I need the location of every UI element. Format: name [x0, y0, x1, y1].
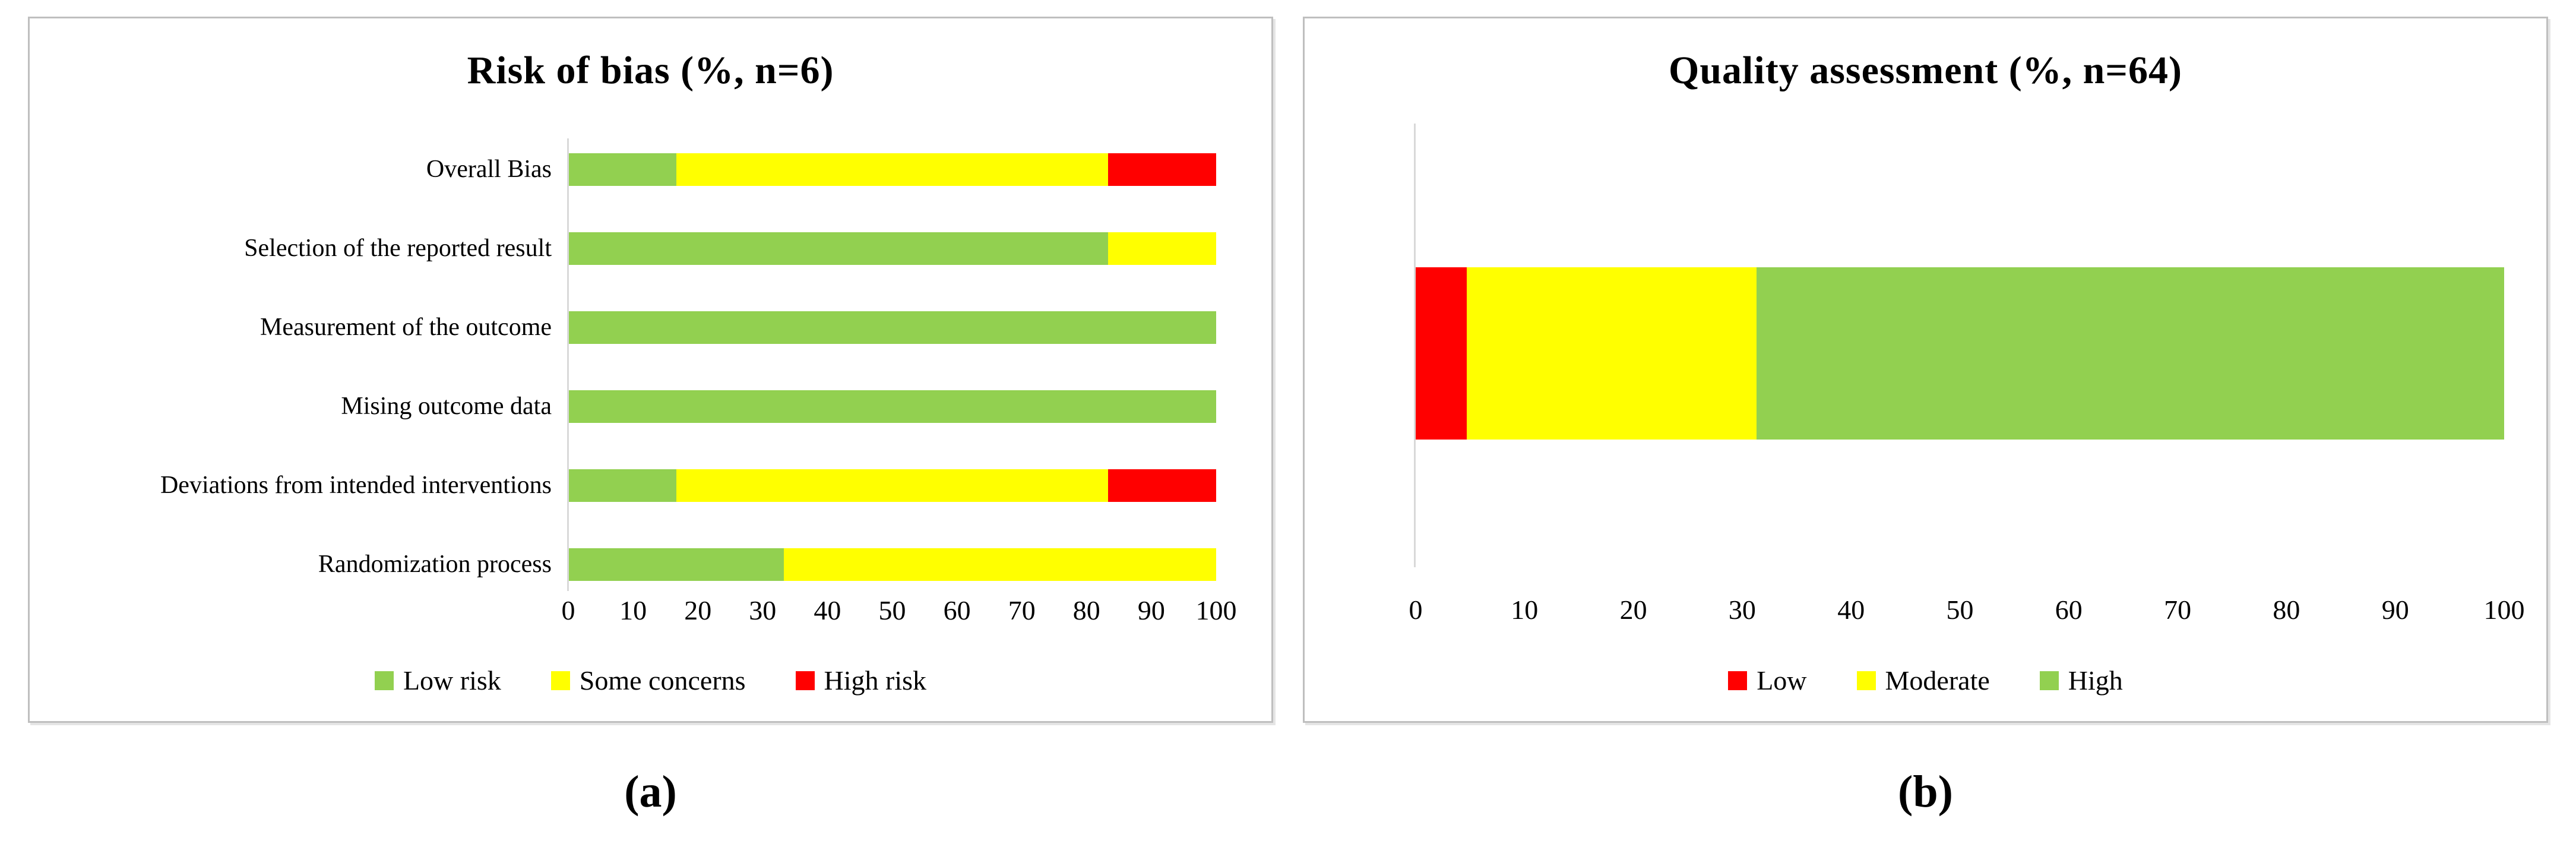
- chart-a-segment-some-concerns: [784, 548, 1216, 581]
- chart-b-tick-60: 60: [2055, 595, 2083, 625]
- chart-a-tick-10: 10: [619, 595, 647, 625]
- chart-b-legend: Low Moderate High: [1305, 665, 2546, 696]
- chart-b-segment-moderate: [1467, 267, 1757, 440]
- chart-a-row: Overall Bias: [30, 130, 1271, 209]
- chart-b-legend-item-high: High: [2039, 665, 2123, 696]
- chart-b-tick-80: 80: [2273, 595, 2300, 625]
- chart-a-legend-swatch-icon: [374, 671, 394, 690]
- chart-b-title: Quality assessment (%, n=64): [1669, 49, 2182, 92]
- chart-a-bar-track: [568, 390, 1216, 423]
- chart-b-segment-low: [1416, 267, 1467, 440]
- chart-a-category-label: Selection of the reported result: [244, 235, 552, 263]
- chart-a-segment-some-concerns: [676, 469, 1108, 502]
- chart-a-bar-track: [568, 311, 1216, 344]
- chart-a-row: Randomization process: [30, 525, 1271, 604]
- chart-a-legend-item-some-concerns: Some concerns: [550, 665, 746, 696]
- chart-a-segment-some-concerns: [1107, 232, 1216, 265]
- chart-a-row: Selection of the reported result: [30, 209, 1271, 288]
- chart-panel-risk-of-bias: Risk of bias (%, n=6) Overall Bias Select…: [28, 17, 1273, 723]
- chart-a-category-label: Randomization process: [318, 551, 552, 579]
- chart-a-tick-0: 0: [561, 595, 575, 625]
- caption-a: (a): [624, 767, 677, 817]
- chart-a-category-label: Deviations from intended interventions: [160, 472, 552, 500]
- chart-a-legend-label: High risk: [824, 665, 927, 696]
- chart-b-tick-100: 100: [2483, 595, 2525, 625]
- chart-b-legend-label: Low: [1757, 665, 1807, 696]
- chart-a-category-label: Overall Bias: [426, 156, 552, 184]
- chart-a-segment-low-risk: [568, 469, 677, 502]
- chart-a-segment-low-risk: [568, 153, 677, 186]
- chart-a-row: Deviations from intended interventions: [30, 446, 1271, 525]
- chart-a-y-axis-line: [567, 138, 569, 591]
- chart-a-category-label: Measurement of the outcome: [260, 314, 552, 342]
- chart-b-legend-label: High: [2068, 665, 2123, 696]
- chart-a-tick-40: 40: [814, 595, 841, 625]
- chart-a-tick-90: 90: [1137, 595, 1165, 625]
- chart-a-bar-track: [568, 153, 1216, 186]
- chart-b-plot-area: 0 10 20 30 40 50 60 70 80 90 100: [1305, 124, 2546, 646]
- chart-b-y-axis-line: [1414, 124, 1416, 567]
- chart-b-legend-swatch-icon: [1728, 671, 1748, 690]
- chart-a-legend-label: Some concerns: [579, 665, 746, 696]
- chart-a-legend-item-high-risk: High risk: [795, 665, 927, 696]
- chart-b-tick-30: 30: [1728, 595, 1756, 625]
- chart-b-legend-swatch-icon: [1856, 671, 1876, 690]
- chart-a-legend-swatch-icon: [795, 671, 815, 690]
- chart-b-tick-50: 50: [1946, 595, 1974, 625]
- chart-b-x-axis-ticks: 0 10 20 30 40 50 60 70 80 90 100: [1409, 594, 2525, 636]
- chart-a-bar-track: [568, 469, 1216, 502]
- chart-a-legend-label: Low risk: [403, 665, 501, 696]
- chart-a-x-axis-ticks: 0 10 20 30 40 50 60 70 80 90 100: [562, 595, 1237, 636]
- chart-a-row: Measurement of the outcome: [30, 288, 1271, 367]
- chart-a-tick-70: 70: [1008, 595, 1036, 625]
- chart-a-legend: Low risk Some concerns High risk: [30, 665, 1271, 696]
- chart-b-legend-item-moderate: Moderate: [1856, 665, 1990, 696]
- chart-panel-quality-assessment: Quality assessment (%, n=64) 0 10 20 30 40 50…: [1303, 17, 2548, 723]
- chart-b-tick-0: 0: [1409, 595, 1423, 625]
- chart-a-bar-track: [568, 232, 1216, 265]
- chart-a-tick-30: 30: [749, 595, 777, 625]
- chart-b-bar: [1416, 267, 2504, 440]
- chart-a-tick-50: 50: [878, 595, 906, 625]
- chart-a-bars: Overall Bias Selection of the reported re…: [30, 130, 1271, 604]
- chart-a-segment-high-risk: [1107, 153, 1216, 186]
- chart-b-tick-40: 40: [1837, 595, 1865, 625]
- chart-b-segment-high: [1756, 267, 2504, 440]
- chart-b-tick-90: 90: [2381, 595, 2409, 625]
- chart-b-tick-20: 20: [1619, 595, 1647, 625]
- chart-a-row: Mising outcome data: [30, 367, 1271, 446]
- chart-b-legend-label: Moderate: [1885, 665, 1990, 696]
- chart-a-segment-low-risk: [568, 232, 1108, 265]
- chart-a-segment-low-risk: [568, 548, 784, 581]
- chart-a-tick-60: 60: [943, 595, 971, 625]
- chart-a-segment-low-risk: [568, 390, 1216, 423]
- chart-b-tick-10: 10: [1511, 595, 1539, 625]
- chart-a-legend-swatch-icon: [550, 671, 570, 690]
- chart-a-plot-area: Overall Bias Selection of the reported re…: [30, 130, 1271, 641]
- chart-a-category-label: Mising outcome data: [341, 393, 552, 421]
- chart-a-title: Risk of bias (%, n=6): [467, 49, 834, 92]
- chart-a-segment-low-risk: [568, 311, 1216, 344]
- chart-b-tick-70: 70: [2164, 595, 2192, 625]
- chart-a-legend-item-low-risk: Low risk: [374, 665, 501, 696]
- chart-a-tick-100: 100: [1195, 595, 1237, 625]
- chart-a-tick-80: 80: [1072, 595, 1100, 625]
- chart-a-segment-high-risk: [1107, 469, 1216, 502]
- chart-a-tick-20: 20: [684, 595, 712, 625]
- chart-b-legend-swatch-icon: [2039, 671, 2059, 690]
- chart-a-bar-track: [568, 548, 1216, 581]
- caption-b: (b): [1898, 767, 1953, 817]
- chart-b-legend-item-low: Low: [1728, 665, 1807, 696]
- chart-a-segment-some-concerns: [676, 153, 1108, 186]
